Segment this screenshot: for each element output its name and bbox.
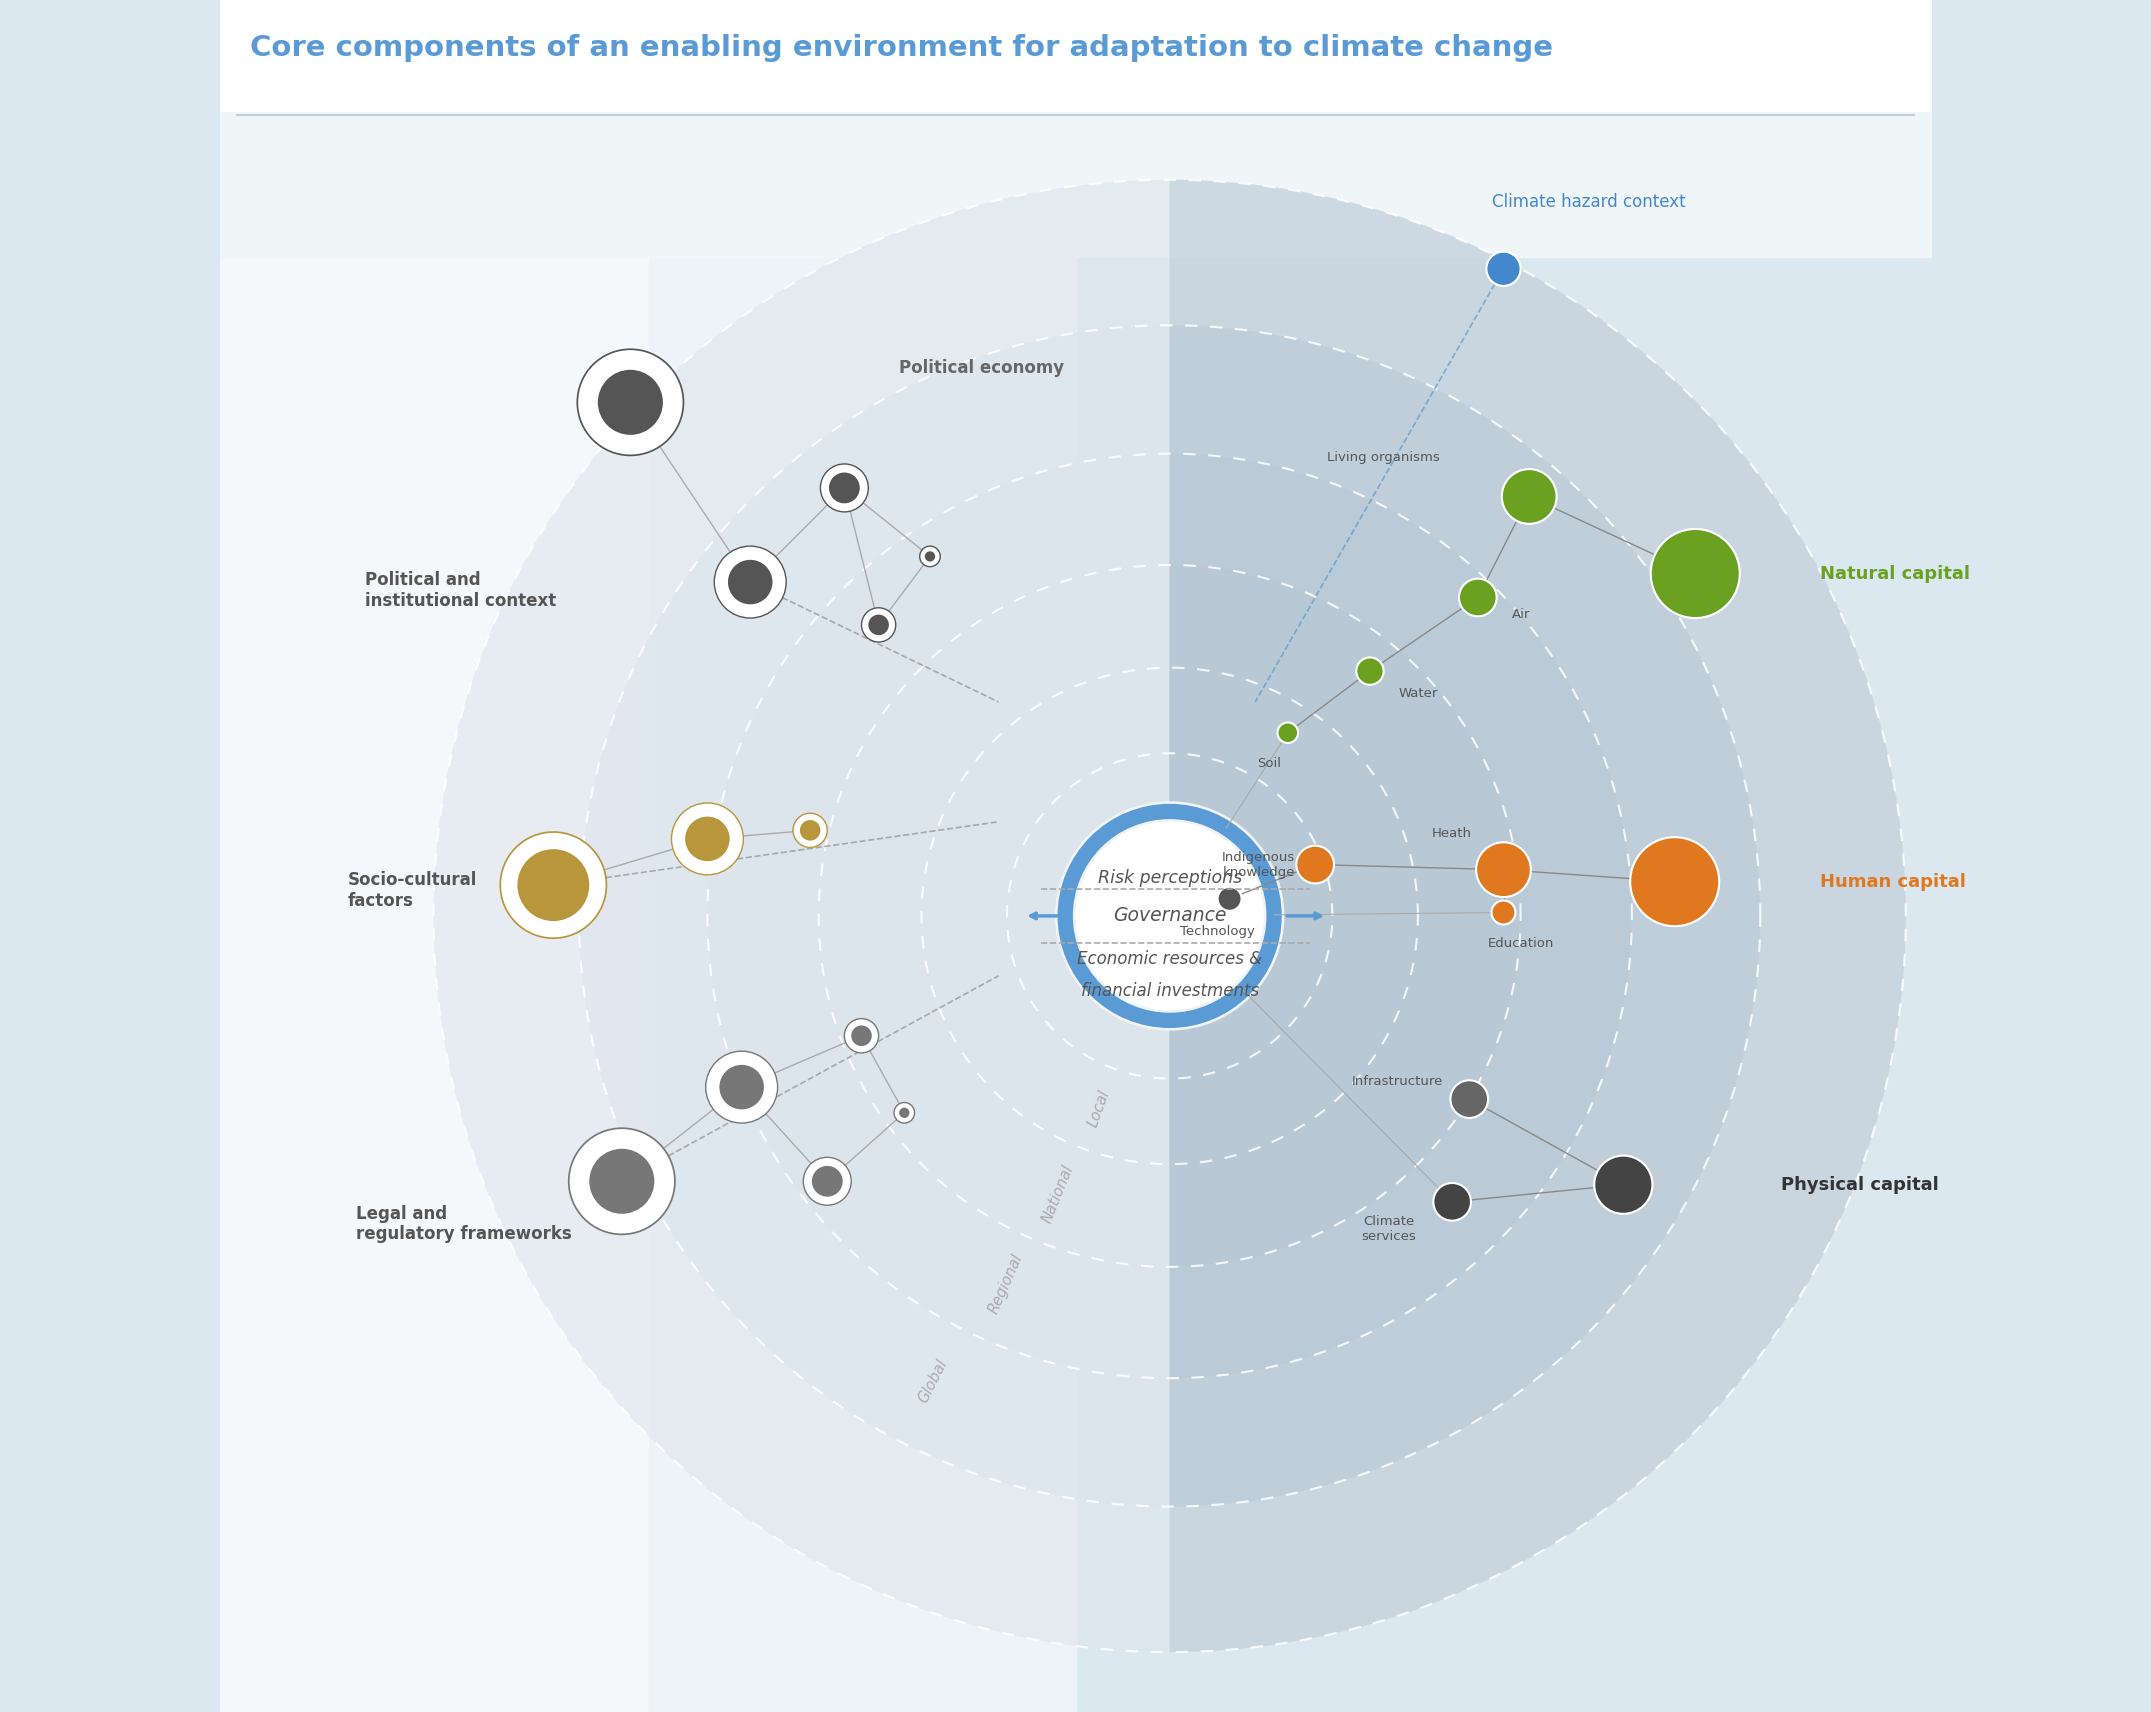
Wedge shape [1170, 454, 1633, 1378]
Circle shape [811, 1166, 843, 1197]
Circle shape [1476, 842, 1532, 897]
Circle shape [1054, 801, 1284, 1031]
Text: Local: Local [1086, 1089, 1112, 1130]
Circle shape [794, 813, 828, 847]
Text: Air: Air [1512, 608, 1529, 621]
Circle shape [1491, 901, 1516, 924]
Text: Risk perceptions: Risk perceptions [1097, 870, 1241, 887]
Circle shape [1650, 529, 1740, 618]
Wedge shape [1170, 325, 1760, 1507]
Circle shape [706, 1051, 779, 1123]
Circle shape [589, 1149, 654, 1214]
Circle shape [921, 546, 940, 567]
Text: National: National [1039, 1162, 1076, 1224]
Text: Living organisms: Living organisms [1327, 450, 1439, 464]
Circle shape [718, 1065, 764, 1109]
Text: Socio-cultural
factors: Socio-cultural factors [348, 871, 478, 909]
Circle shape [568, 1128, 675, 1234]
Wedge shape [1170, 668, 1418, 1164]
Circle shape [1357, 657, 1383, 685]
Text: Water: Water [1398, 687, 1437, 700]
Circle shape [1501, 469, 1557, 524]
Circle shape [1458, 579, 1497, 616]
Text: Infrastructure: Infrastructure [1351, 1075, 1443, 1089]
Circle shape [845, 1019, 878, 1053]
Text: Global: Global [916, 1358, 951, 1406]
Circle shape [820, 565, 1521, 1267]
Text: Education: Education [1488, 936, 1553, 950]
Circle shape [576, 349, 684, 455]
Wedge shape [1170, 180, 1906, 1652]
Circle shape [1278, 722, 1297, 743]
Text: Legal and
regulatory frameworks: Legal and regulatory frameworks [357, 1205, 572, 1243]
Wedge shape [1170, 753, 1331, 1079]
Text: Physical capital: Physical capital [1781, 1176, 1938, 1193]
Circle shape [1007, 753, 1331, 1079]
Circle shape [1486, 252, 1521, 286]
Circle shape [1297, 846, 1334, 883]
Text: Governance: Governance [1112, 906, 1226, 926]
Circle shape [1594, 1156, 1652, 1214]
Circle shape [1450, 1080, 1488, 1118]
Circle shape [598, 370, 663, 435]
Text: Political economy: Political economy [899, 360, 1065, 377]
Circle shape [863, 608, 895, 642]
Circle shape [925, 551, 936, 562]
Circle shape [708, 454, 1633, 1378]
Circle shape [802, 1157, 852, 1205]
Text: Political and
institutional context: Political and institutional context [366, 572, 557, 609]
Circle shape [435, 180, 1906, 1652]
Text: financial investments: financial investments [1080, 983, 1258, 1000]
Text: Climate
services: Climate services [1362, 1216, 1415, 1243]
Text: Soil: Soil [1256, 757, 1282, 770]
Circle shape [895, 1103, 914, 1123]
Circle shape [579, 325, 1760, 1507]
Bar [219, 0, 1932, 111]
Circle shape [727, 560, 772, 604]
Circle shape [1433, 1183, 1471, 1221]
Circle shape [671, 803, 744, 875]
Circle shape [852, 1025, 871, 1046]
Text: Economic resources &: Economic resources & [1078, 950, 1263, 967]
Circle shape [921, 668, 1418, 1164]
Circle shape [714, 546, 785, 618]
Bar [219, 0, 1932, 257]
Text: Heath: Heath [1433, 827, 1471, 841]
Circle shape [820, 464, 869, 512]
Bar [219, 0, 1076, 1712]
Wedge shape [1170, 565, 1521, 1267]
Circle shape [686, 817, 729, 861]
Circle shape [828, 473, 860, 503]
Text: Regional: Regional [985, 1251, 1026, 1317]
Circle shape [899, 1108, 910, 1118]
Circle shape [1076, 822, 1265, 1010]
Text: Natural capital: Natural capital [1820, 565, 1970, 582]
Circle shape [1630, 837, 1719, 926]
Text: Climate hazard context: Climate hazard context [1493, 193, 1686, 211]
Circle shape [800, 820, 820, 841]
Bar [219, 0, 647, 1712]
Text: Indigenous
knowledge: Indigenous knowledge [1222, 851, 1295, 878]
Circle shape [501, 832, 607, 938]
Circle shape [518, 849, 589, 921]
Text: Technology: Technology [1181, 924, 1254, 938]
Text: Core components of an enabling environment for adaptation to climate change: Core components of an enabling environme… [250, 34, 1553, 62]
Text: Human capital: Human capital [1820, 873, 1966, 890]
Circle shape [869, 615, 888, 635]
Circle shape [1217, 887, 1241, 911]
